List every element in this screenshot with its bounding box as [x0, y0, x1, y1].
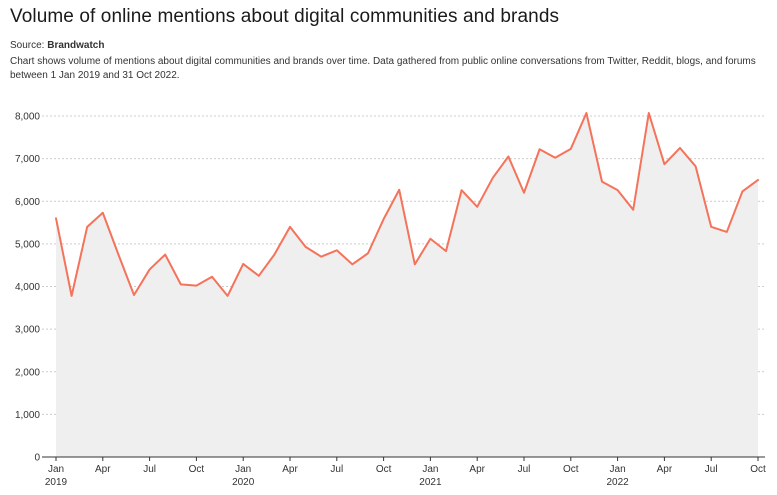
chart-title: Volume of online mentions about digital …: [10, 6, 560, 27]
y-tick-label: 3,000: [15, 325, 40, 336]
y-tick-label: 7,000: [15, 154, 40, 165]
y-tick-label: 5,000: [15, 239, 40, 250]
x-tick-label: Jan: [610, 464, 626, 475]
source-name: Brandwatch: [47, 40, 105, 51]
x-tick-label: Oct: [563, 464, 579, 475]
area-fill: [56, 113, 758, 458]
x-tick-label: Jan: [235, 464, 251, 475]
x-tick-label: Apr: [95, 464, 111, 475]
x-tick-label: Jul: [143, 464, 156, 475]
x-tick-year-label: 2019: [45, 477, 68, 488]
y-tick-label: 6,000: [15, 197, 40, 208]
x-tick-year-label: 2022: [606, 477, 629, 488]
series-line-mentions: [55, 112, 759, 297]
x-tick-label: Jan: [48, 464, 64, 475]
x-tick-label: Apr: [282, 464, 298, 475]
source-label: Source:: [10, 40, 45, 51]
x-tick-label: Jan: [422, 464, 438, 475]
x-tick-label: Apr: [469, 464, 485, 475]
y-axis-ticks: 0 1,000 2,000 3,000 4,000 5,000 6,000 7,000 8,00…: [15, 112, 40, 464]
source-line: Source: Brandwatch: [10, 40, 104, 51]
x-tick-year-label: 2020: [232, 477, 255, 488]
y-tick-label: 0: [34, 453, 40, 464]
x-tick-year-label: 2021: [419, 477, 442, 488]
x-tick-label: Jul: [705, 464, 718, 475]
x-tick-label: Jul: [518, 464, 531, 475]
area-layer: [42, 113, 765, 458]
y-tick-label: 2,000: [15, 367, 40, 378]
x-axis-ticks: Jan 2019 Apr Jul Oct Jan 2020 Apr Jul Oct Jan 2021 A…: [45, 457, 766, 488]
y-tick-label: 1,000: [15, 410, 40, 421]
x-tick-label: Oct: [376, 464, 392, 475]
x-tick-label: Apr: [657, 464, 673, 475]
y-tick-label: 8,000: [15, 112, 40, 123]
x-tick-label: Jul: [330, 464, 343, 475]
chart-description: Chart shows volume of mentions about dig…: [10, 56, 756, 81]
line-layer: [55, 112, 759, 297]
x-tick-label: Oct: [750, 464, 766, 475]
x-tick-label: Oct: [189, 464, 205, 475]
y-tick-label: 4,000: [15, 282, 40, 293]
